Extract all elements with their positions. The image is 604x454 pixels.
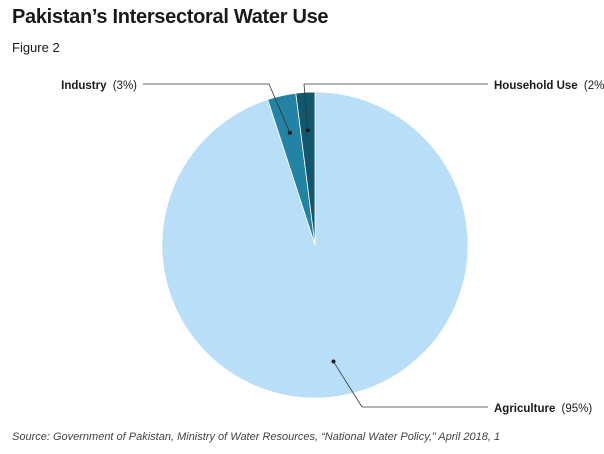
figure-number: Figure 2	[12, 40, 60, 55]
chart-title: Pakistan’s Intersectoral Water Use	[12, 6, 329, 28]
pie-slice-household-use	[295, 91, 316, 246]
slice-label-agriculture-name: Agriculture	[494, 403, 555, 415]
pie-slices	[161, 91, 469, 399]
slice-label-industry-value: (3%)	[113, 80, 137, 92]
slice-label-agriculture-value: (95%)	[562, 403, 593, 415]
slice-label-industry: Industry (3%)	[61, 80, 137, 92]
slice-label-agriculture: Agriculture (95%)	[494, 403, 592, 415]
leader-line-household-use	[303, 83, 488, 131]
leader-line-agriculture	[333, 361, 488, 408]
leader-lines	[143, 83, 488, 408]
source-note: Source: Government of Pakistan, Ministry…	[12, 431, 501, 443]
slice-label-household-name: Household Use	[494, 80, 578, 92]
slice-label-household-value: (2%)	[584, 80, 604, 92]
leader-line-industry	[143, 83, 291, 133]
slice-label-industry-name: Industry	[61, 80, 107, 92]
slice-label-household: Household Use (2%)	[494, 80, 604, 92]
